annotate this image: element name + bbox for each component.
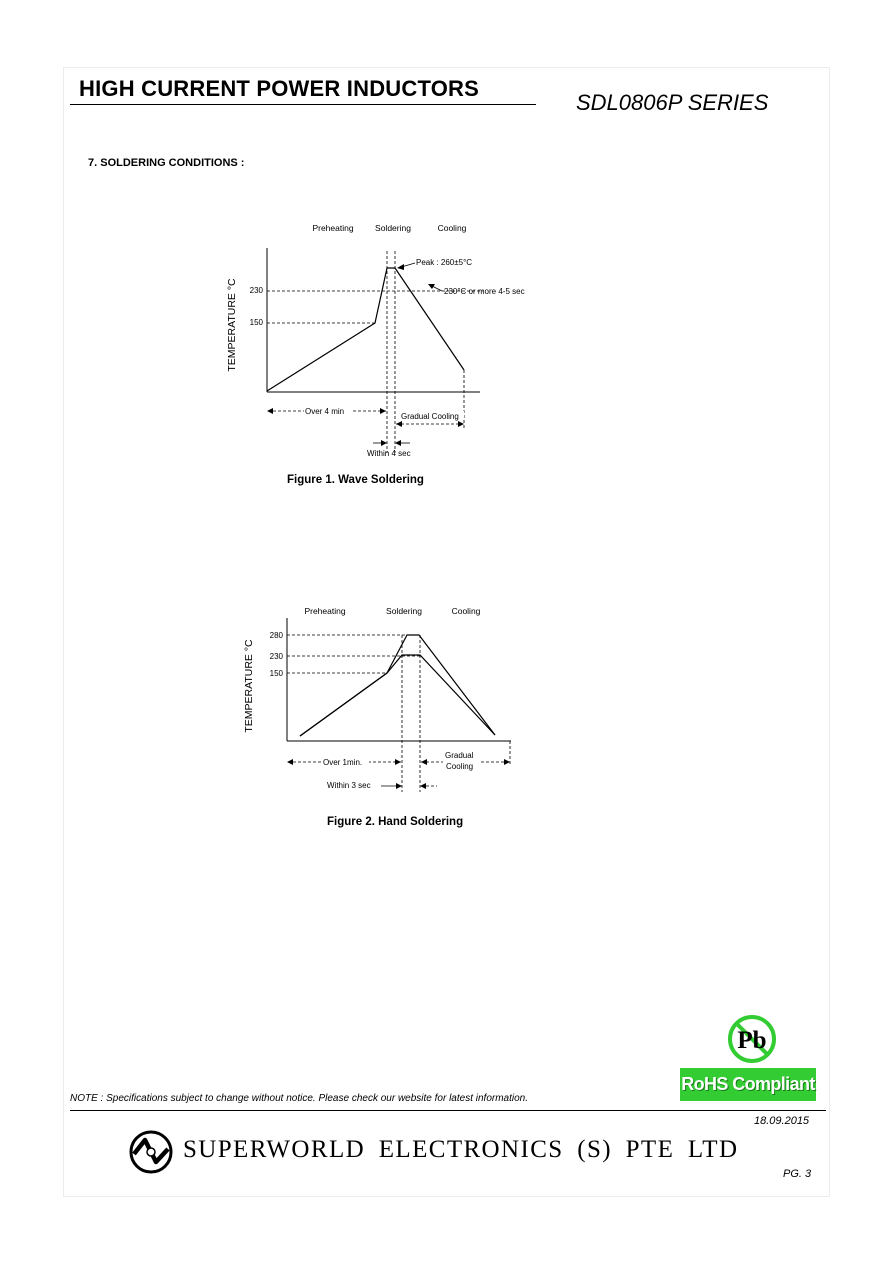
tick-230: 230	[250, 286, 264, 295]
tick-150: 150	[270, 669, 284, 678]
lead-free-icon: Pb	[728, 1015, 776, 1063]
pb-label: Pb	[737, 1027, 766, 1054]
tick-150: 150	[250, 318, 264, 327]
footer-rule	[70, 1110, 826, 1111]
company-logo-icon	[129, 1130, 173, 1174]
document-date: 18.09.2015	[754, 1115, 810, 1127]
peak-label: Peak : 260±5°C	[416, 258, 472, 267]
document-title: HIGH CURRENT POWER INDUCTORS	[79, 76, 479, 101]
gradual-label-1: Gradual	[445, 751, 474, 760]
phase-soldering: Soldering	[386, 606, 422, 616]
phase-preheating: Preheating	[304, 606, 345, 616]
title-rule	[70, 104, 536, 105]
gradual-label-2: Cooling	[446, 762, 473, 771]
tick-280: 280	[270, 631, 284, 640]
over-label: Over 4 min	[305, 407, 344, 416]
gradual-label: Gradual Cooling	[401, 412, 459, 421]
company-name: SUPERWORLD ELECTRONICS (S) PTE LTD	[183, 1136, 739, 1163]
phase-cooling: Cooling	[452, 606, 481, 616]
phase-cooling: Cooling	[438, 223, 467, 233]
page-number: PG. 3	[783, 1168, 812, 1180]
rohs-badge: RoHS Compliant	[680, 1068, 816, 1101]
y-axis-label: TEMPERATURE °C	[226, 278, 238, 372]
series-name: SDL0806P SERIES	[576, 90, 769, 115]
wave-soldering-figure: Preheating Soldering Cooling TEMPERATURE…	[226, 223, 525, 458]
figure1-caption: Figure 1. Wave Soldering	[287, 474, 424, 486]
y-axis-label: TEMPERATURE °C	[243, 639, 255, 733]
footer-note: NOTE : Specifications subject to change …	[70, 1093, 529, 1104]
within-label: Within 4 sec	[367, 449, 411, 458]
tick-230: 230	[270, 652, 284, 661]
section-title: 7. SOLDERING CONDITIONS :	[88, 157, 245, 169]
phase-soldering: Soldering	[375, 223, 411, 233]
figure2-caption: Figure 2. Hand Soldering	[327, 816, 464, 828]
page-frame	[63, 67, 830, 1197]
within-label: Within 3 sec	[327, 781, 371, 790]
over-label: Over 1min.	[323, 758, 362, 767]
phase-preheating: Preheating	[312, 223, 353, 233]
dwell-label: 230°C or more 4-5 sec	[444, 287, 525, 296]
hand-soldering-figure: Preheating Soldering Cooling TEMPERATURE…	[243, 606, 511, 792]
